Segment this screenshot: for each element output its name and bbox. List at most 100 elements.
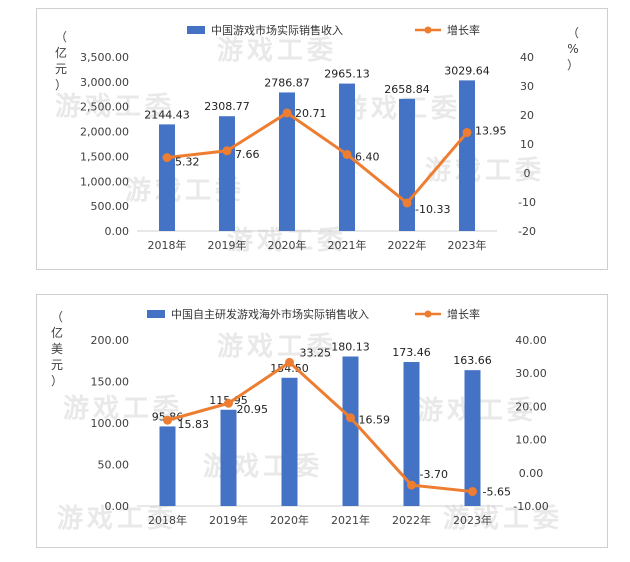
left-axis-unit: ） <box>51 374 63 388</box>
x-axis-tick-label: 2018年 <box>148 513 187 527</box>
growth-rate-data-label: 20.95 <box>237 403 269 416</box>
x-axis-tick-label: 2019年 <box>209 513 248 527</box>
left-axis-tick-label: 3,500.00 <box>80 51 129 64</box>
bar <box>220 409 237 506</box>
growth-rate-data-label: -10.33 <box>415 203 450 216</box>
left-axis-unit: 美 <box>51 342 63 356</box>
watermark-text: 游戏工委 <box>55 92 175 122</box>
left-axis-tick-label: 0.00 <box>105 500 130 513</box>
right-axis-tick-label: -10.00 <box>513 500 548 513</box>
right-axis-tick-label: 40.00 <box>515 334 547 347</box>
bar-data-label: 180.13 <box>331 340 370 353</box>
growth-rate-data-label: 33.25 <box>300 346 332 359</box>
right-axis-tick-label: 20 <box>520 109 534 122</box>
right-axis-unit: （ <box>567 26 579 40</box>
x-axis-tick-label: 2018年 <box>148 238 187 252</box>
bar <box>464 370 481 506</box>
growth-rate-point <box>346 413 355 423</box>
x-axis-tick-label: 2022年 <box>392 513 431 527</box>
growth-rate-data-label: -3.70 <box>420 468 448 481</box>
right-axis-tick-label: 40 <box>520 51 534 64</box>
growth-rate-point <box>162 153 172 163</box>
growth-rate-data-label: 6.40 <box>355 150 380 163</box>
growth-rate-data-label: -5.65 <box>483 486 511 499</box>
chart-panel-overseas: 游戏工委游戏工委游戏工委游戏工委游戏工委游戏工委中国自主研发游戏海外市场实际销售… <box>36 294 608 548</box>
left-axis-tick-label: 50.00 <box>98 459 130 472</box>
right-axis-tick-label: 0.00 <box>519 467 544 480</box>
x-axis-tick-label: 2022年 <box>388 238 427 252</box>
growth-rate-point <box>222 146 232 156</box>
bar-data-label: 3029.64 <box>444 64 490 77</box>
watermark-text: 游戏工委 <box>63 394 183 424</box>
legend-line-marker <box>424 310 432 318</box>
left-axis-tick-label: 0.00 <box>105 225 130 238</box>
bar-data-label: 2308.77 <box>204 100 250 113</box>
legend-bar-swatch <box>187 26 205 34</box>
growth-rate-data-label: 15.83 <box>178 418 210 431</box>
left-axis-tick-label: 3,000.00 <box>80 76 129 89</box>
legend-line-label: 增长率 <box>447 23 480 37</box>
growth-rate-point <box>282 108 292 118</box>
x-axis-tick-label: 2021年 <box>328 238 367 252</box>
right-axis-unit: % <box>567 42 578 56</box>
left-axis-unit: 亿 <box>55 45 67 60</box>
legend-line-label: 增长率 <box>447 307 480 321</box>
growth-rate-point <box>285 357 294 367</box>
growth-rate-point <box>342 149 352 159</box>
right-axis-tick-label: 30.00 <box>515 367 547 380</box>
left-axis-unit: （ <box>51 310 63 324</box>
watermark-text: 游戏工委 <box>443 504 563 534</box>
chart-overseas-revenue: 游戏工委游戏工委游戏工委游戏工委游戏工委游戏工委中国自主研发游戏海外市场实际销售… <box>51 307 563 534</box>
left-axis-unit: 亿 <box>51 325 63 340</box>
legend-line-marker <box>424 26 432 34</box>
growth-rate-line <box>167 360 473 494</box>
left-axis-tick-label: 100.00 <box>91 417 130 430</box>
bar-data-label: 2786.87 <box>264 76 310 89</box>
right-axis-tick-label: 20.00 <box>515 400 547 413</box>
right-axis-tick-label: 0 <box>524 167 531 180</box>
growth-rate-point <box>468 487 477 497</box>
right-axis-tick-label: -10 <box>518 196 536 209</box>
left-axis-unit: 元 <box>55 62 67 76</box>
left-axis-tick-label: 500.00 <box>91 200 130 213</box>
x-axis-tick-label: 2023年 <box>453 513 492 527</box>
growth-rate-data-label: 13.95 <box>475 125 507 138</box>
watermark-text: 游戏工委 <box>57 504 177 534</box>
growth-rate-data-label: 16.59 <box>359 414 391 427</box>
x-axis-tick-label: 2020年 <box>270 513 309 527</box>
x-axis-tick-label: 2019年 <box>208 238 247 252</box>
left-axis-unit: （ <box>55 30 67 44</box>
x-axis-tick-label: 2020年 <box>268 238 307 252</box>
watermark-text: 游戏工委 <box>217 332 337 362</box>
growth-rate-point <box>224 398 233 408</box>
bar <box>403 362 420 506</box>
left-axis-tick-label: 2,500.00 <box>80 101 129 114</box>
growth-rate-data-label: 5.32 <box>175 156 200 169</box>
left-axis-unit: 元 <box>51 358 63 372</box>
x-axis-tick-label: 2023年 <box>448 238 487 252</box>
bar <box>399 98 415 232</box>
bar <box>459 80 475 232</box>
growth-rate-point <box>462 128 472 138</box>
bar <box>342 356 359 506</box>
legend-bar-label: 中国自主研发游戏海外市场实际销售收入 <box>171 307 369 321</box>
right-axis-tick-label: 10 <box>520 138 534 151</box>
growth-rate-point <box>407 480 416 490</box>
left-axis-unit: ） <box>55 78 67 92</box>
bar <box>281 377 298 506</box>
left-axis-tick-label: 150.00 <box>91 376 130 389</box>
legend-bar-swatch <box>147 310 165 318</box>
bar <box>219 116 235 231</box>
growth-rate-point <box>163 415 172 425</box>
legend-bar-label: 中国游戏市场实际销售收入 <box>211 23 343 37</box>
bar-data-label: 2658.84 <box>384 83 430 96</box>
bar-data-label: 173.46 <box>392 346 431 359</box>
right-axis-tick-label: -20 <box>518 225 536 238</box>
chart-panel-domestic: 游戏工委游戏工委游戏工委游戏工委游戏工委游戏工委中国游戏市场实际销售收入增长率（… <box>36 8 608 270</box>
left-axis-tick-label: 1,500.00 <box>80 150 129 163</box>
bar-data-label: 2144.43 <box>144 108 190 121</box>
bar <box>279 92 295 231</box>
right-axis-tick-label: 30 <box>520 80 534 93</box>
bar-data-label: 2965.13 <box>324 68 370 81</box>
bar <box>159 124 175 231</box>
